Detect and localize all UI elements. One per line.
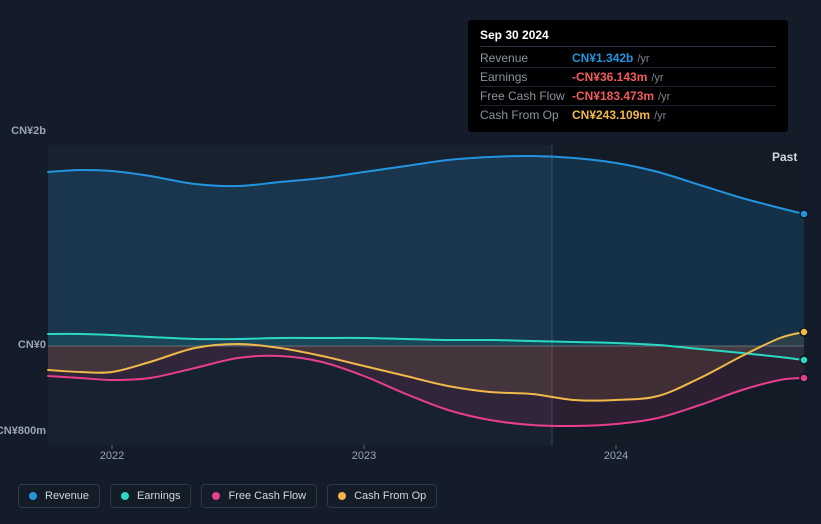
- tooltip-label: Revenue: [480, 51, 572, 65]
- x-tick-label: 2022: [100, 450, 124, 462]
- legend-label: Earnings: [137, 490, 180, 502]
- tooltip-value: CN¥1.342b: [572, 51, 633, 65]
- tooltip-unit: /yr: [637, 53, 649, 65]
- chart-legend: Revenue Earnings Free Cash Flow Cash Fro…: [18, 484, 437, 508]
- legend-item-earnings[interactable]: Earnings: [110, 484, 191, 508]
- tooltip-unit: /yr: [654, 110, 666, 122]
- legend-item-revenue[interactable]: Revenue: [18, 484, 100, 508]
- tooltip-value: CN¥243.109m: [572, 108, 650, 122]
- tooltip-row-cfo: Cash From Op CN¥243.109m /yr: [480, 106, 776, 124]
- legend-item-fcf[interactable]: Free Cash Flow: [201, 484, 317, 508]
- tooltip-date: Sep 30 2024: [480, 28, 776, 47]
- past-label: Past: [772, 150, 797, 164]
- chart-tooltip: Sep 30 2024 Revenue CN¥1.342b /yr Earnin…: [468, 20, 788, 132]
- tooltip-label: Free Cash Flow: [480, 89, 572, 103]
- tooltip-label: Earnings: [480, 70, 572, 84]
- legend-item-cfo[interactable]: Cash From Op: [327, 484, 437, 508]
- legend-dot-icon: [121, 492, 129, 500]
- tooltip-unit: /yr: [651, 72, 663, 84]
- legend-label: Revenue: [45, 490, 89, 502]
- legend-label: Cash From Op: [354, 490, 426, 502]
- legend-dot-icon: [29, 492, 37, 500]
- x-tick-label: 2024: [604, 450, 628, 462]
- legend-dot-icon: [212, 492, 220, 500]
- legend-dot-icon: [338, 492, 346, 500]
- tooltip-row-revenue: Revenue CN¥1.342b /yr: [480, 49, 776, 68]
- tooltip-label: Cash From Op: [480, 108, 572, 122]
- tooltip-value: -CN¥36.143m: [572, 70, 647, 84]
- x-tick-label: 2023: [352, 450, 376, 462]
- tooltip-unit: /yr: [658, 91, 670, 103]
- tooltip-value: -CN¥183.473m: [572, 89, 654, 103]
- tooltip-row-fcf: Free Cash Flow -CN¥183.473m /yr: [480, 87, 776, 106]
- legend-label: Free Cash Flow: [228, 490, 306, 502]
- tooltip-row-earnings: Earnings -CN¥36.143m /yr: [480, 68, 776, 87]
